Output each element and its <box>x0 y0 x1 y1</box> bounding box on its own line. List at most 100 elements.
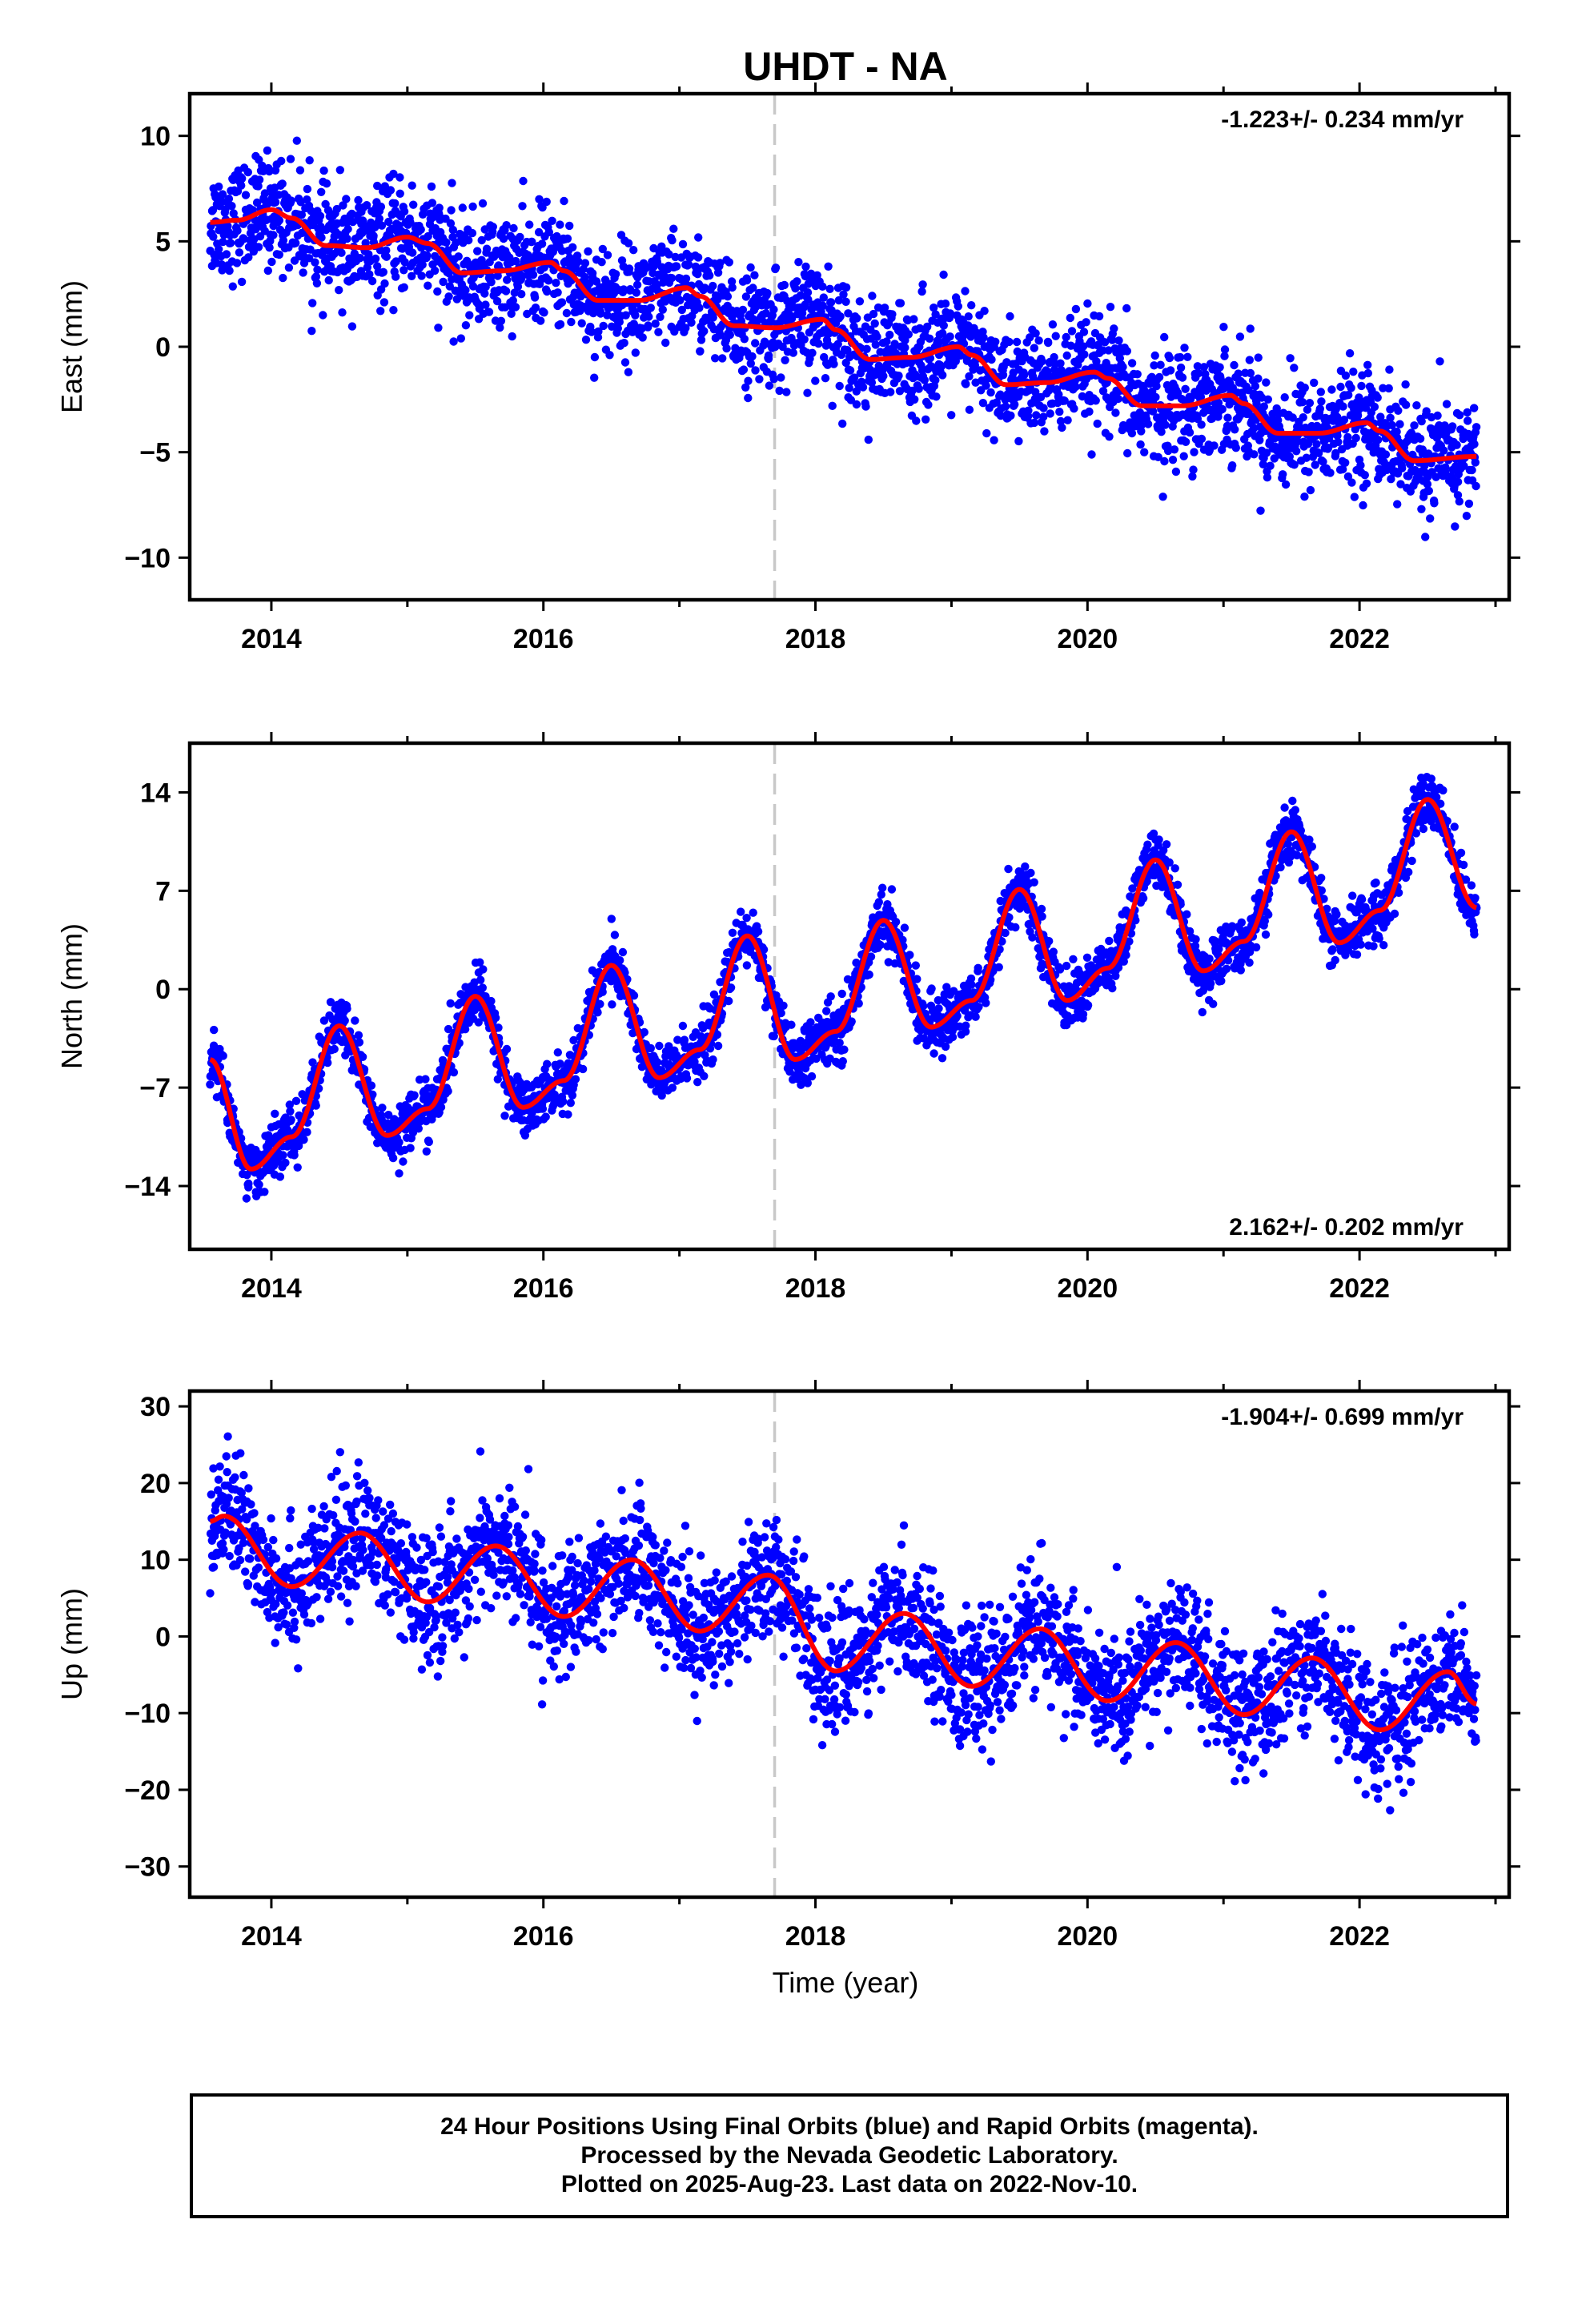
data-point <box>1062 961 1071 971</box>
data-point <box>520 1131 530 1140</box>
data-point <box>1031 388 1040 396</box>
data-point <box>255 175 264 184</box>
data-point <box>1453 477 1463 486</box>
data-point <box>376 203 386 211</box>
data-point <box>1357 381 1366 391</box>
data-point <box>970 360 980 370</box>
data-point <box>625 285 635 294</box>
data-point <box>1441 463 1450 472</box>
data-point <box>1370 402 1379 412</box>
data-point <box>885 330 894 340</box>
data-point <box>1246 368 1255 378</box>
data-point <box>597 258 606 267</box>
data-point <box>298 228 307 238</box>
data-point <box>362 201 371 210</box>
data-point <box>904 330 913 339</box>
data-point <box>480 289 489 298</box>
data-point <box>1245 356 1255 364</box>
data-point <box>215 245 223 254</box>
data-point <box>400 266 408 275</box>
data-point <box>358 228 367 238</box>
data-point <box>1214 398 1223 408</box>
data-point <box>1460 461 1468 470</box>
data-point <box>1197 434 1207 444</box>
data-point <box>1218 404 1227 414</box>
data-point <box>1004 864 1013 874</box>
data-point <box>1014 436 1023 446</box>
data-point <box>841 283 851 292</box>
data-point <box>503 275 512 284</box>
data-point <box>1394 406 1403 415</box>
data-point <box>1078 392 1087 401</box>
data-point <box>673 1035 682 1044</box>
data-point <box>1078 342 1088 351</box>
data-point <box>858 383 868 392</box>
data-point <box>833 340 842 348</box>
data-point <box>384 1111 393 1120</box>
data-point <box>414 1124 423 1133</box>
data-point <box>1317 397 1326 406</box>
data-point <box>528 270 538 279</box>
data-point <box>651 320 660 328</box>
data-point <box>275 250 283 259</box>
scatter-points <box>206 773 1481 1203</box>
data-point <box>581 336 591 344</box>
data-point <box>939 270 948 279</box>
data-point <box>1339 416 1349 424</box>
data-point <box>1259 402 1269 411</box>
data-point <box>1395 420 1404 428</box>
data-point <box>1151 392 1160 402</box>
data-point <box>804 295 813 304</box>
data-point <box>1080 350 1089 359</box>
data-point <box>1259 460 1268 468</box>
data-point <box>741 292 751 301</box>
data-point <box>351 1016 359 1025</box>
data-point <box>322 179 331 188</box>
data-point <box>1028 933 1037 942</box>
data-point <box>218 266 227 275</box>
data-point <box>501 287 511 296</box>
data-point <box>769 1031 778 1041</box>
data-point <box>711 354 720 363</box>
data-point <box>946 332 954 341</box>
data-point <box>967 301 976 310</box>
data-point <box>317 233 326 242</box>
data-point <box>655 1041 664 1051</box>
x-tick-label: 2014 <box>241 624 302 654</box>
data-point <box>965 372 974 381</box>
data-point <box>380 279 389 288</box>
data-point <box>1210 441 1219 450</box>
data-point <box>775 386 784 396</box>
data-point <box>874 898 884 907</box>
data-point <box>1185 428 1195 437</box>
data-point <box>1220 345 1230 354</box>
data-point <box>982 381 990 390</box>
data-point <box>814 339 823 348</box>
data-point <box>759 945 769 954</box>
data-point <box>911 961 921 970</box>
data-point <box>753 927 763 936</box>
data-point <box>1250 450 1259 459</box>
data-point <box>1199 363 1209 372</box>
data-point <box>1193 362 1203 371</box>
data-point <box>742 275 752 285</box>
data-point <box>913 975 921 983</box>
data-point <box>1453 491 1463 500</box>
data-point <box>956 351 965 360</box>
data-point <box>1263 473 1272 482</box>
data-point <box>954 302 963 311</box>
data-point <box>777 373 785 382</box>
data-point <box>742 914 751 923</box>
data-point <box>646 304 655 312</box>
data-point <box>241 191 251 199</box>
data-point <box>343 224 352 234</box>
data-point <box>917 287 926 296</box>
data-point <box>1188 472 1197 481</box>
data-point <box>1190 448 1199 456</box>
data-point <box>890 340 899 348</box>
data-point <box>502 221 511 230</box>
data-point <box>221 205 230 214</box>
data-point <box>629 991 639 1000</box>
